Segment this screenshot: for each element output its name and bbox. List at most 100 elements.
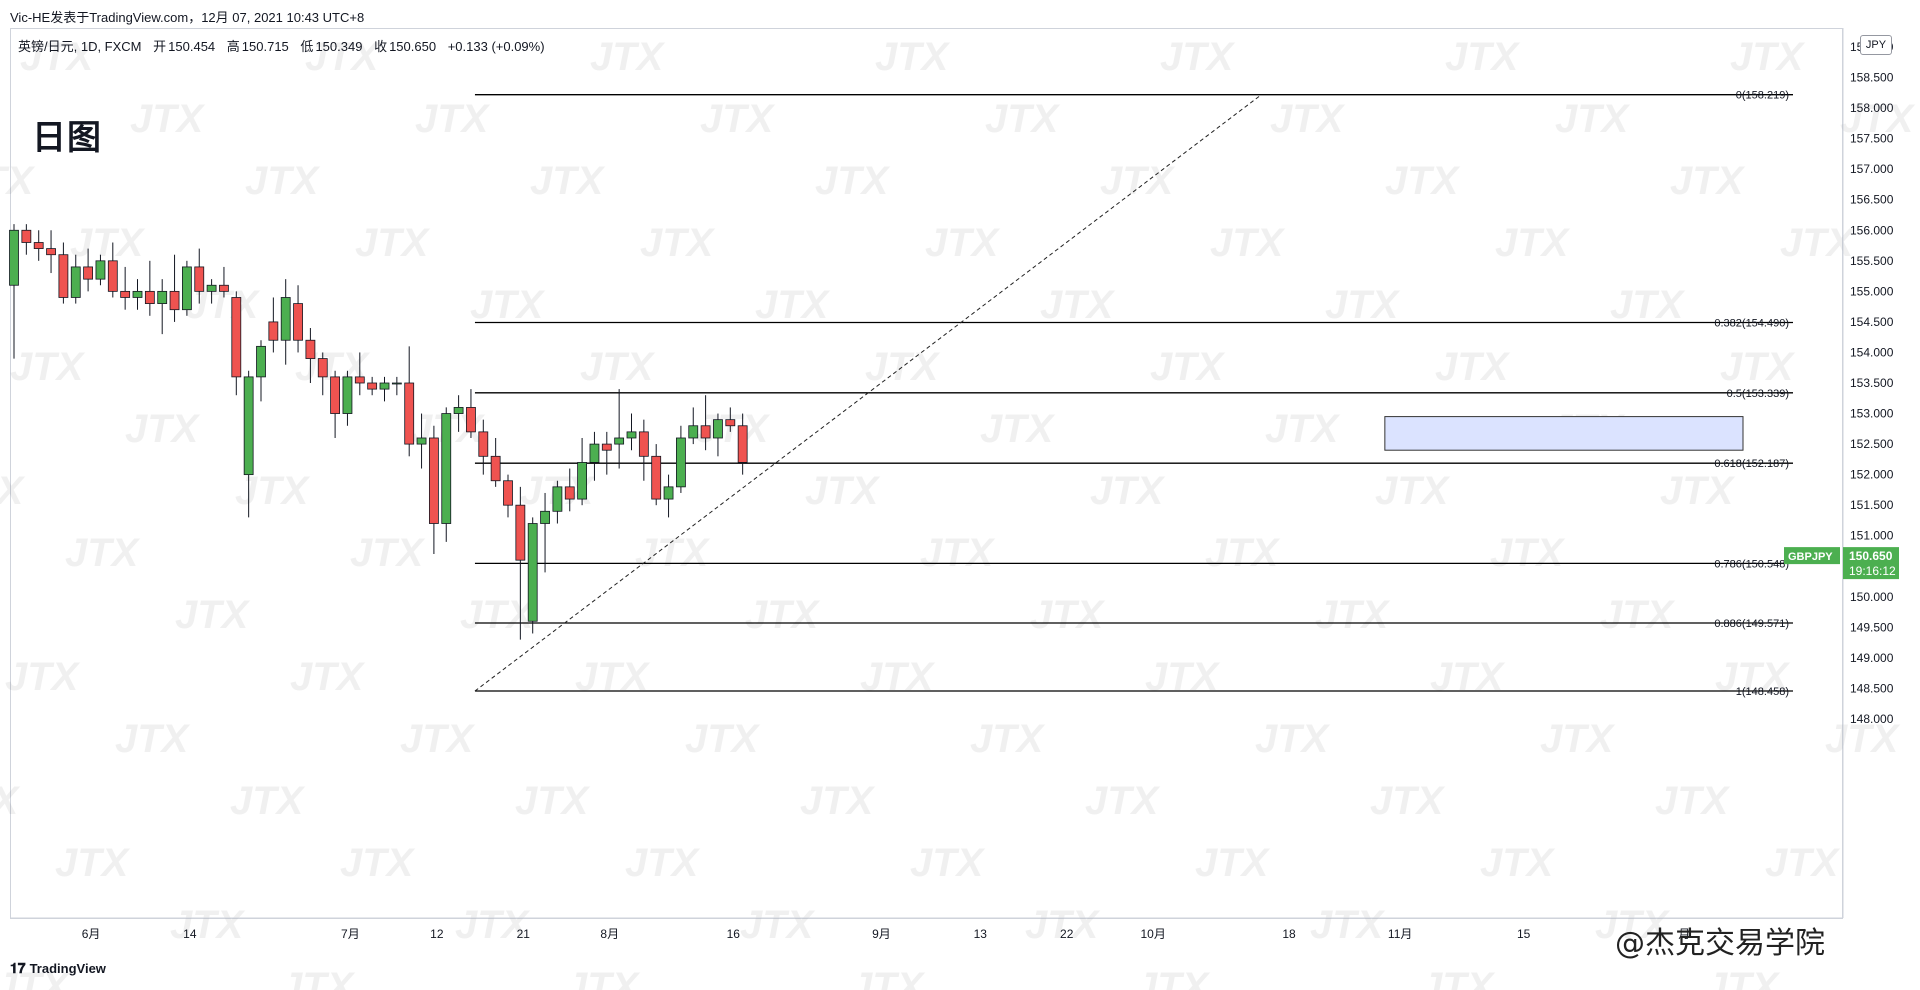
watermark-text: JTX xyxy=(1270,97,1346,141)
watermark-text: JTX xyxy=(350,531,426,575)
watermark-text: JTX xyxy=(985,97,1061,141)
watermark-text: JTX xyxy=(685,717,761,761)
candle-down xyxy=(317,358,328,378)
fib-level-label: 0(158.219) xyxy=(1736,90,1789,102)
candle-up xyxy=(132,290,143,298)
change-value: +0.133 (+0.09%) xyxy=(447,39,545,54)
watermark-text: JTX xyxy=(980,407,1056,451)
candle-down xyxy=(601,443,612,451)
watermark-text: JTX xyxy=(1480,841,1556,885)
watermark-text: JTX xyxy=(280,965,356,990)
watermark-text: JTX xyxy=(530,159,606,203)
brand-text: TradingView xyxy=(29,961,106,976)
candle-up xyxy=(243,376,254,476)
x-axis-tick-label: 9月 xyxy=(872,927,891,941)
watermark-text: JTX xyxy=(1655,779,1731,823)
watermark-text: JTX xyxy=(0,159,36,203)
x-axis-tick-label: 12 xyxy=(430,927,444,941)
watermark-text: JTX xyxy=(1445,35,1521,79)
candle-down xyxy=(194,266,205,292)
candle-down xyxy=(404,382,415,445)
y-axis-tick-label: 156.000 xyxy=(1850,223,1894,237)
watermark-text: JTX xyxy=(575,655,651,699)
watermark-text: JTX xyxy=(1145,655,1221,699)
candle-down xyxy=(21,229,32,243)
watermark-text: JTX xyxy=(0,469,26,513)
watermark-text: JTX xyxy=(1600,593,1676,637)
tradingview-brand[interactable]: 𝟏𝟕 TradingView xyxy=(10,960,106,977)
watermark-text: JTX xyxy=(565,965,641,990)
watermark-text: JTX xyxy=(1595,903,1671,947)
watermark-text: JTX xyxy=(1660,469,1736,513)
watermark-text: JTX xyxy=(115,717,191,761)
candle-down xyxy=(120,290,131,298)
watermark-text: JTX xyxy=(1720,345,1796,389)
currency-badge[interactable]: JPY xyxy=(1860,35,1892,55)
x-axis-tick-label: 14 xyxy=(183,927,197,941)
watermark-text: JTX xyxy=(1670,159,1746,203)
watermark-text: JTX xyxy=(1255,717,1331,761)
candle-up xyxy=(453,407,464,414)
candle-up xyxy=(70,266,81,298)
watermark-text: JTX xyxy=(1555,97,1631,141)
fib-level-label: 0.786(150.548) xyxy=(1714,558,1789,570)
watermark-text: JTX xyxy=(1610,283,1686,327)
y-axis-tick-label: 155.500 xyxy=(1850,254,1894,268)
watermark-text: JTX xyxy=(1030,593,1106,637)
watermark-text: JTX xyxy=(740,903,816,947)
candle-down xyxy=(478,431,489,457)
watermark-text: JTX xyxy=(815,159,891,203)
y-axis-tick-label: 148.500 xyxy=(1850,681,1894,695)
symbol-name[interactable]: 英镑/日元, 1D, FXCM xyxy=(18,39,142,54)
candle-up xyxy=(688,425,699,439)
bar-countdown: 19:16:12 xyxy=(1849,564,1896,578)
fib-level-label: 0.886(149.571) xyxy=(1714,618,1789,630)
candle-up xyxy=(95,260,106,280)
watermark-text: JTX xyxy=(1135,965,1211,990)
watermark-text: JTX xyxy=(755,283,831,327)
candle-up xyxy=(713,419,723,439)
symbol-tag-text: GBPJPY xyxy=(1788,551,1833,563)
watermark-text: JTX xyxy=(235,469,311,513)
watermark-text: JTX xyxy=(590,35,666,79)
watermark-text: JTX xyxy=(850,965,926,990)
tradingview-logo-icon: 𝟏𝟕 xyxy=(10,960,26,976)
candle-down xyxy=(219,284,229,292)
candle-down xyxy=(367,382,378,390)
y-axis-tick-label: 149.500 xyxy=(1850,620,1894,634)
watermark-text: JTX xyxy=(1370,779,1446,823)
x-axis-tick-label: 7月 xyxy=(341,927,360,941)
candle-down xyxy=(515,504,526,561)
watermark-text: JTX xyxy=(5,655,81,699)
watermark-text: JTX xyxy=(460,593,536,637)
y-axis-tick-label: 149.000 xyxy=(1850,651,1894,665)
watermark-layer: JTX JTX JTX JTX JTX JTX JTX JTX JTX JTX JTX JTX JTX J… xyxy=(0,35,1916,990)
watermark-text: JTX xyxy=(245,159,321,203)
candle-up xyxy=(181,266,192,311)
candle-up xyxy=(342,376,353,414)
x-axis-tick-label: 16 xyxy=(727,927,741,941)
watermark-text: JTX xyxy=(305,35,381,79)
y-axis-tick-label: 154.500 xyxy=(1850,315,1894,329)
watermark-text: JTX xyxy=(1100,159,1176,203)
watermark-text: JTX xyxy=(1495,221,1571,265)
x-axis-tick-label: 8月 xyxy=(600,927,619,941)
watermark-text: JTX xyxy=(1435,345,1511,389)
symbol-legend: 英镑/日元, 1D, FXCM 开 150.454 高 150.715 低 150.3… xyxy=(18,36,545,55)
watermark-text: JTX xyxy=(1840,97,1916,141)
low-label: 低 xyxy=(300,39,314,54)
candle-down xyxy=(293,303,303,341)
candle-down xyxy=(700,425,711,439)
open-label: 开 xyxy=(153,39,167,54)
fib-level-label: 0.5(153.339) xyxy=(1727,388,1789,400)
watermark-text: JTX xyxy=(340,841,416,885)
candle-down xyxy=(330,376,341,414)
y-axis-tick-label: 155.000 xyxy=(1850,284,1894,298)
annotation-title: 日图 xyxy=(32,119,102,157)
publisher-bar: Vic-HE发表于TradingView.com，12月 07, 2021 10… xyxy=(0,0,1920,28)
watermark-text: JTX xyxy=(1375,469,1451,513)
y-axis-tick-label: 151.000 xyxy=(1850,529,1894,543)
candle-down xyxy=(737,425,748,463)
watermark-text: JTX xyxy=(10,345,86,389)
